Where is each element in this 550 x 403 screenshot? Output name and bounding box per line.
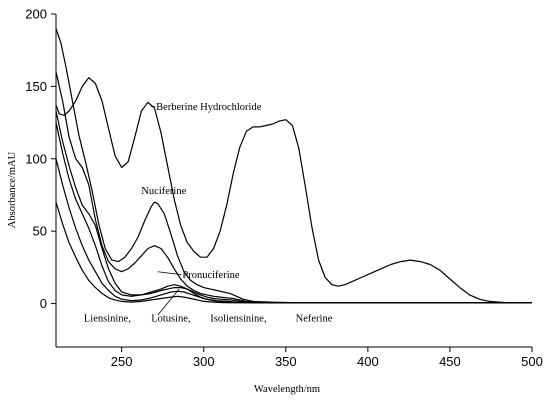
annotation-leader-3 [157,271,182,276]
annotation-label-5: Lotusine, [151,314,190,325]
series-line-7 [55,202,532,304]
annotation-layer: Berberine Hydrochloride Nuciferine Pronuci… [84,102,333,324]
annotation-label-4: Liensinine, [84,314,131,325]
series-line-5 [55,122,532,304]
y-axis-title: Absorbance/mAU [7,151,18,228]
annotation-label-1: Berberine Hydrochloride [156,102,262,113]
annotation-label-7: Neferine [296,314,333,325]
y-tick-label-100: 100 [25,151,47,166]
x-tick-label-400: 400 [357,354,379,369]
y-tick-label-200: 200 [25,7,47,22]
annotation-label-3: Pronuciferine [182,270,239,281]
x-tick-label-350: 350 [275,354,297,369]
series-line-2 [55,28,532,304]
x-tick-label-300: 300 [193,354,215,369]
x-tick-label-250: 250 [111,354,133,369]
pointer-line-1 [157,288,180,316]
x-tick-label-500: 500 [521,354,543,369]
y-tick-label-0: 0 [40,296,47,311]
series-line-6 [55,158,532,304]
series-line-4 [55,110,532,304]
y-tick-label-50: 50 [33,224,47,239]
series-line-1 [55,77,532,304]
series-line-3 [55,71,532,304]
x-axis-title: Wavelength/nm [254,384,320,395]
series-layer [55,28,532,304]
y-tick-label-150: 150 [25,79,47,94]
annotation-label-6: Isoliensinine, [210,314,266,325]
axes-layer: 250 300 350 400 450 500 0 50 100 150 200 [25,7,543,370]
x-tick-label-450: 450 [439,354,461,369]
annotation-label-2: Nuciferine [141,186,186,197]
